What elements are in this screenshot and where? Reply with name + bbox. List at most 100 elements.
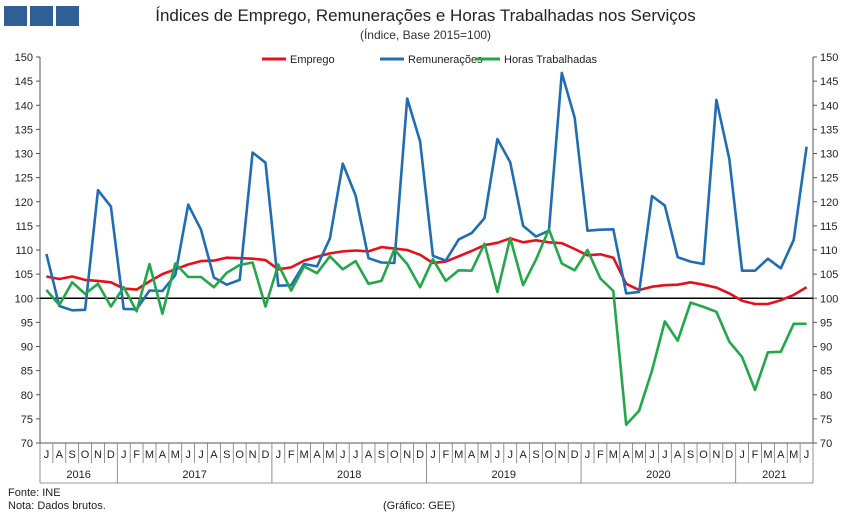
month-label: J (353, 449, 359, 461)
y-tick-label-right: 140 (820, 100, 838, 112)
y-tick-label-right: 70 (820, 438, 832, 450)
year-label: 2018 (337, 469, 361, 481)
month-label: A (56, 449, 64, 461)
month-label: A (519, 449, 527, 461)
month-label: N (403, 449, 411, 461)
month-label: J (340, 449, 346, 461)
month-label: F (752, 449, 759, 461)
y-tick-label-left: 85 (21, 366, 33, 378)
y-tick-label-left: 90 (21, 342, 33, 354)
y-tick-label-right: 130 (820, 149, 838, 161)
month-label: A (210, 449, 218, 461)
month-label: M (145, 449, 154, 461)
y-tick-label-left: 75 (21, 414, 33, 426)
y-tick-label-left: 115 (15, 221, 33, 233)
y-tick-label-left: 150 (15, 52, 33, 64)
month-label: S (378, 449, 385, 461)
y-tick-label-left: 110 (15, 245, 33, 257)
month-label: O (699, 449, 708, 461)
month-label: M (300, 449, 309, 461)
chart-title: Índices de Emprego, Remunerações e Horas… (155, 6, 696, 25)
month-label: J (662, 449, 668, 461)
y-tick-label-right: 100 (820, 293, 838, 305)
year-label: 2020 (646, 469, 670, 481)
source-text: Fonte: INE (8, 487, 61, 499)
y-tick-label-right: 80 (820, 390, 832, 402)
month-label: F (288, 449, 295, 461)
y-tick-label-left: 95 (21, 317, 33, 329)
month-label: N (249, 449, 257, 461)
month-label: J (495, 449, 501, 461)
month-label: J (44, 449, 50, 461)
y-tick-label-right: 150 (820, 52, 838, 64)
y-tick-label-right: 125 (820, 173, 838, 185)
series-line-remuneracoes (45, 71, 808, 312)
y-tick-label-right: 90 (820, 342, 832, 354)
month-label: M (480, 449, 489, 461)
month-label: A (313, 449, 321, 461)
year-label: 2021 (762, 469, 786, 481)
month-label: M (789, 449, 798, 461)
y-tick-label-left: 80 (21, 390, 33, 402)
note-text: Nota: Dados brutos. (8, 500, 106, 512)
y-tick-label-right: 145 (820, 76, 838, 88)
month-label: J (198, 449, 204, 461)
y-tick-label-right: 115 (820, 221, 838, 233)
year-label: 2017 (182, 469, 206, 481)
month-label: A (777, 449, 785, 461)
year-label: 2019 (492, 469, 516, 481)
month-label: A (623, 449, 631, 461)
month-label: N (712, 449, 720, 461)
month-label: O (545, 449, 554, 461)
source-note: Fonte: INE Nota: Dados brutos. (8, 487, 106, 513)
y-tick-label-right: 120 (820, 197, 838, 209)
y-tick-label-left: 100 (15, 293, 33, 305)
month-label: J (121, 449, 127, 461)
month-label: M (171, 449, 180, 461)
month-label: O (390, 449, 399, 461)
logo-square (4, 6, 27, 26)
y-tick-label-left: 135 (15, 124, 33, 136)
y-tick-label-right: 110 (820, 245, 838, 257)
month-label: D (725, 449, 733, 461)
y-tick-label-right: 105 (820, 269, 838, 281)
month-label: D (107, 449, 115, 461)
chart-subtitle: (Índice, Base 2015=100) (359, 28, 492, 42)
y-tick-label-right: 85 (820, 366, 832, 378)
month-label: N (558, 449, 566, 461)
month-label: N (94, 449, 102, 461)
y-tick-label-left: 130 (15, 149, 33, 161)
month-label: D (571, 449, 579, 461)
legend-label-remuneracoes: Remunerações (408, 54, 483, 66)
y-tick-label-left: 70 (21, 438, 33, 450)
legend-label-emprego: Emprego (290, 54, 335, 66)
month-label: A (468, 449, 476, 461)
month-label: M (609, 449, 618, 461)
y-tick-label-left: 120 (15, 197, 33, 209)
y-tick-label-left: 140 (15, 100, 33, 112)
y-tick-label-left: 145 (15, 76, 33, 88)
year-label: 2016 (66, 469, 90, 481)
month-label: J (185, 449, 191, 461)
month-label: J (804, 449, 810, 461)
y-tick-label-right: 95 (820, 317, 832, 329)
y-tick-label-right: 135 (820, 124, 838, 136)
logo (4, 6, 79, 26)
month-label: M (454, 449, 463, 461)
month-label: A (159, 449, 167, 461)
month-label: S (223, 449, 230, 461)
logo-square (56, 6, 79, 26)
month-label: O (235, 449, 244, 461)
month-label: J (507, 449, 513, 461)
month-label: J (430, 449, 436, 461)
logo-square (30, 6, 53, 26)
month-label: S (687, 449, 694, 461)
month-label: F (133, 449, 140, 461)
legend-label-horas-trabalhadas: Horas Trabalhadas (504, 54, 597, 66)
y-tick-label-left: 105 (15, 269, 33, 281)
month-label: A (365, 449, 373, 461)
y-tick-label-left: 125 (15, 173, 33, 185)
month-label: S (532, 449, 539, 461)
month-label: D (416, 449, 424, 461)
